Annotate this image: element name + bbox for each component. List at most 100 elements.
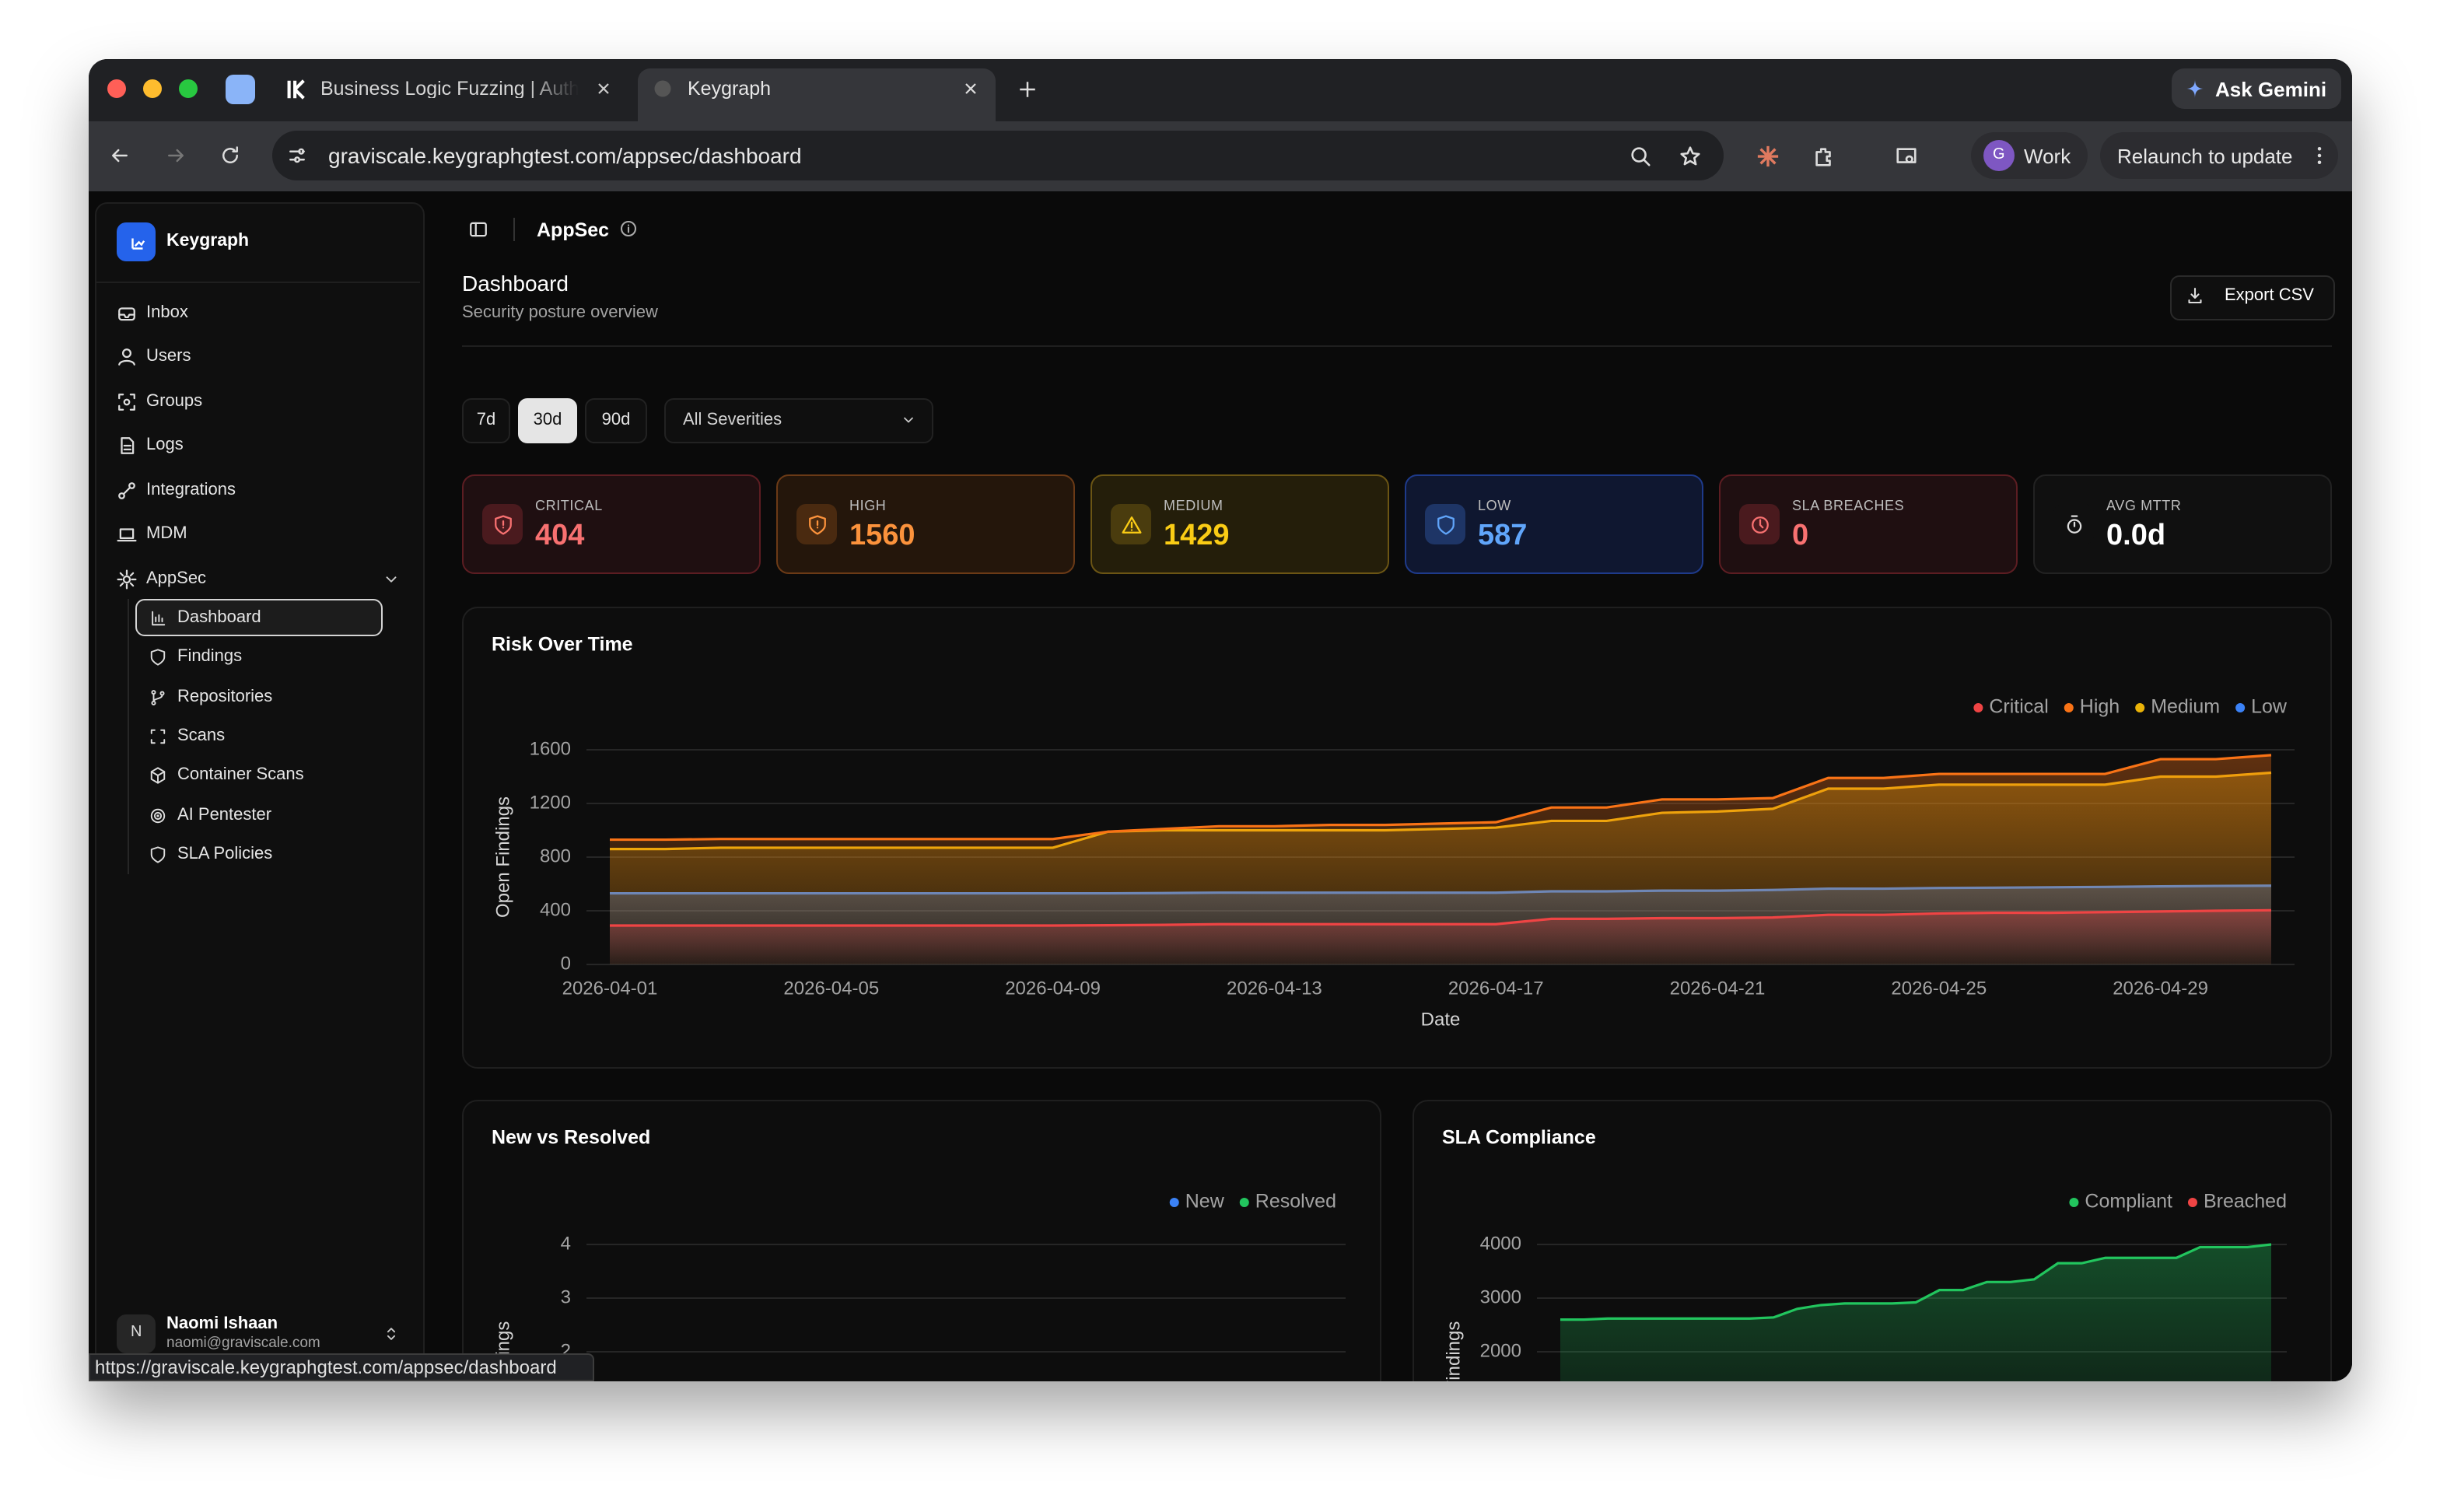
range-button[interactable] — [518, 398, 577, 443]
tab-title[interactable]: Keygraph — [688, 77, 772, 100]
subnav-item[interactable]: AI Pentester — [177, 805, 272, 824]
x-tick-label: 2026-04-13 — [1227, 978, 1322, 999]
address-bar[interactable] — [272, 131, 1724, 180]
stat-icon — [494, 514, 511, 534]
x-tick-label: 2026-04-05 — [783, 978, 879, 999]
range-button[interactable] — [585, 398, 647, 443]
area — [1560, 1244, 2271, 1381]
y-tick-label: 3 — [561, 1286, 571, 1307]
nav-item[interactable]: AppSec — [146, 569, 207, 587]
user-menu — [386, 1327, 395, 1339]
section-title: AppSec — [537, 219, 610, 241]
divider — [96, 282, 420, 283]
site-info — [289, 148, 305, 163]
nav-icon — [151, 610, 165, 625]
stat-card — [2033, 474, 2332, 574]
nav-item[interactable]: MDM — [146, 523, 187, 542]
tab-strip — [89, 59, 2352, 121]
tab-favicon — [226, 75, 255, 104]
legend-label: Low — [2251, 696, 2288, 718]
window-control[interactable] — [179, 79, 198, 98]
legend-swatch — [1239, 1198, 1249, 1207]
info-icon — [620, 220, 637, 237]
severity-select[interactable] — [664, 398, 933, 443]
nav-icon — [117, 393, 135, 410]
legend-swatch — [2069, 1198, 2079, 1207]
series-line — [1560, 1243, 2272, 1321]
x-tick-label: 2026-04-21 — [1670, 978, 1766, 999]
nav-item[interactable]: Inbox — [146, 303, 188, 321]
legend-swatch — [2187, 1198, 2197, 1207]
sidebar — [95, 202, 425, 1381]
stat-icon — [1751, 516, 1768, 533]
status-bubble — [89, 1353, 594, 1381]
chart: Risk Over Time 0 400 800 1200 1600 Open Findin… — [492, 634, 2295, 1030]
user-initial: N — [131, 1324, 142, 1341]
nav-item[interactable]: Integrations — [146, 480, 236, 499]
series-line — [610, 754, 2272, 842]
subnav-item[interactable]: Findings — [177, 646, 243, 665]
y-tick-label: 4 — [561, 1233, 571, 1254]
export-label: Export CSV — [2225, 285, 2314, 304]
window-control[interactable] — [107, 79, 126, 98]
stat-value: 0 — [1792, 519, 1809, 551]
area — [610, 754, 2271, 964]
tab-close — [598, 83, 609, 94]
nav-icon — [116, 569, 136, 589]
nav-icon — [116, 527, 136, 541]
extension-icon — [1756, 145, 1778, 166]
export-button[interactable] — [2170, 275, 2335, 320]
x-tick-label: 2026-04-29 — [2113, 978, 2208, 999]
range-label: 90d — [601, 410, 631, 429]
tab-title[interactable]: Business Logic Fuzzing | Auth — [320, 79, 579, 99]
nav-rail — [128, 599, 129, 874]
nav-icon — [150, 689, 164, 705]
legend-label: Compliant — [2085, 1191, 2172, 1213]
legend-label: Critical — [1989, 696, 2048, 718]
subnav-item[interactable]: Repositories — [177, 687, 273, 705]
legend-swatch — [1169, 1198, 1179, 1207]
legend-label: New — [1185, 1191, 1225, 1213]
stat-label: LOW — [1478, 497, 1511, 513]
stat-label: CRITICAL — [535, 497, 603, 513]
y-axis-label: Open Findings — [492, 796, 513, 918]
nav-item[interactable]: Users — [146, 346, 191, 365]
nav-icon — [120, 436, 134, 453]
url: graviscale.keygraphgtest.com/appsec/dash… — [328, 143, 802, 168]
stat-value: 1560 — [849, 519, 915, 551]
divider — [513, 218, 515, 241]
subnav-item[interactable]: Scans — [177, 726, 226, 744]
window-control[interactable] — [143, 79, 162, 98]
download-icon — [2188, 287, 2202, 304]
sidebar-toggle — [469, 221, 486, 236]
legend-label: Medium — [2151, 696, 2220, 718]
toolbar-icon — [1630, 146, 1650, 166]
subnav-item[interactable]: SLA Policies — [177, 844, 273, 863]
nav-item[interactable]: Groups — [146, 391, 203, 410]
page-subtitle: Security posture overview — [462, 303, 658, 321]
nav-icon — [149, 728, 165, 744]
relaunch-pill[interactable] — [2100, 132, 2338, 179]
user-avatar — [117, 1314, 156, 1353]
nav-item[interactable]: Logs — [146, 435, 184, 453]
legend-swatch — [2135, 703, 2145, 712]
chart-panel — [462, 1100, 1381, 1381]
nav-icon — [117, 306, 135, 320]
chevron — [385, 576, 396, 582]
toolbar-icon — [1896, 147, 1916, 163]
chart-title: SLA Compliance — [1442, 1127, 1596, 1149]
range-button[interactable] — [462, 398, 510, 443]
y-tick-label: 2000 — [1480, 1340, 1521, 1361]
nav-button — [168, 149, 184, 163]
y-axis-label: Findings — [1443, 1321, 1464, 1381]
legend-swatch — [2235, 703, 2246, 712]
subnav-item[interactable]: Container Scans — [177, 765, 304, 783]
stat-value: 587 — [1478, 519, 1528, 551]
subnav-item[interactable]: Dashboard — [177, 607, 261, 626]
stat-icon — [808, 514, 825, 534]
active-tab[interactable] — [638, 68, 996, 121]
chevron — [904, 417, 913, 423]
toolbar-icon — [1815, 147, 1830, 166]
